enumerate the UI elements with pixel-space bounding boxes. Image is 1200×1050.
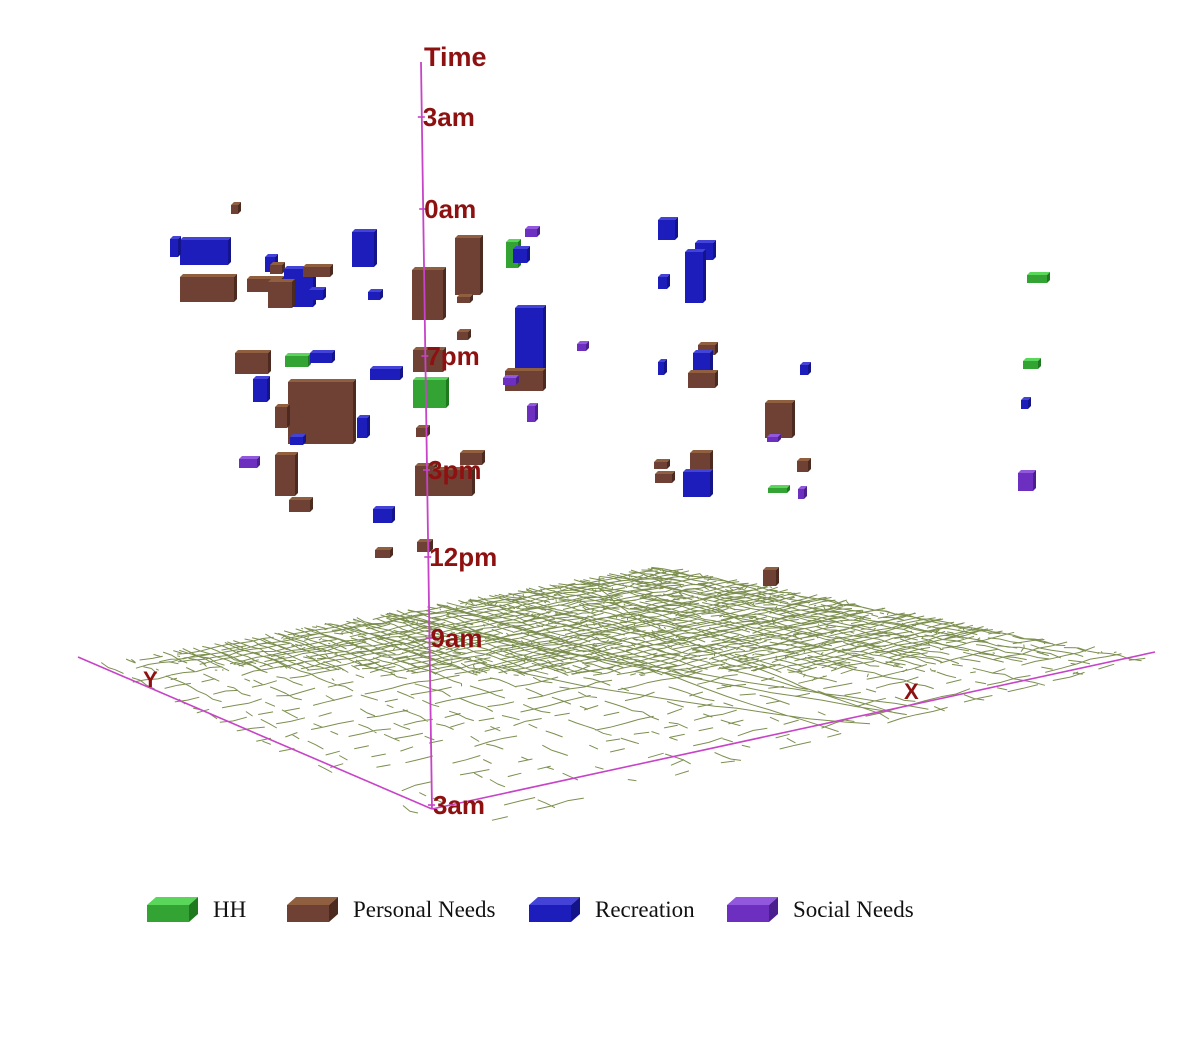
time-axis-line — [420, 61, 433, 810]
activity-block-Recreation — [513, 246, 530, 263]
activity-block-PersonalNeeds — [763, 567, 779, 586]
x-axis-label: X — [904, 679, 919, 704]
legend-label-hh: HH — [213, 897, 247, 922]
activity-block-PersonalNeeds — [797, 458, 811, 472]
activity-block-PersonalNeeds — [270, 262, 285, 274]
activity-block-Recreation — [290, 434, 306, 445]
activity-block-PersonalNeeds — [654, 459, 670, 469]
activity-block-PersonalNeeds — [457, 329, 471, 340]
activity-block-PersonalNeeds — [765, 400, 795, 438]
activity-block-PersonalNeeds — [288, 379, 356, 444]
activity-block-Recreation — [357, 415, 370, 438]
axis-labels: Time 3am 0am 7pm 3pm 12pm 9am 3am X Y — [143, 42, 919, 820]
x-axis-line — [431, 651, 1156, 810]
activity-block-SocialNeeds — [798, 486, 807, 499]
activity-block-PersonalNeeds — [455, 235, 483, 295]
activity-block-Recreation — [658, 359, 667, 375]
activity-block-Recreation — [685, 249, 706, 303]
axes — [77, 61, 1156, 810]
activity-block-Recreation — [370, 366, 403, 380]
activity-block-Recreation — [180, 237, 231, 265]
activity-block-PersonalNeeds — [413, 347, 446, 372]
activity-block-SocialNeeds — [239, 456, 260, 468]
activity-block-PersonalNeeds — [375, 547, 393, 558]
activity-block-PersonalNeeds — [457, 294, 473, 303]
legend-label-personal-needs: Personal Needs — [353, 897, 496, 922]
activity-block-Recreation — [658, 217, 678, 240]
activity-block-PersonalNeeds — [432, 467, 475, 496]
activity-block-PersonalNeeds — [688, 370, 718, 388]
activity-block-PersonalNeeds — [231, 202, 241, 214]
activity-block-PersonalNeeds — [275, 404, 290, 428]
activity-block-Recreation — [310, 350, 335, 363]
legend-item-recreation: Recreation — [528, 894, 695, 926]
activity-block-Recreation — [800, 362, 811, 375]
legend-label-recreation: Recreation — [595, 897, 695, 922]
activity-block-HH — [1023, 358, 1041, 369]
legend-color-box-personal-needs — [287, 897, 338, 922]
time-tick-label: 0am — [424, 194, 476, 224]
legend-color-box-social-needs — [727, 897, 778, 922]
activity-block-HH — [1027, 272, 1050, 283]
time-tick-label: 12pm — [429, 542, 497, 572]
activity-block-Recreation — [309, 287, 326, 300]
activity-block-HH — [413, 377, 449, 408]
activity-block-PersonalNeeds — [655, 471, 675, 483]
activity-block-PersonalNeeds — [235, 350, 271, 374]
activity-blocks — [170, 202, 1050, 586]
time-tick-label: 9am — [430, 623, 482, 653]
activity-block-Recreation — [368, 289, 383, 300]
activity-block-PersonalNeeds — [275, 452, 298, 496]
activity-block-Recreation — [683, 469, 713, 497]
time-tick-label: 3pm — [428, 455, 481, 485]
activity-block-SocialNeeds — [525, 226, 540, 237]
time-tick-label: 3am — [433, 790, 485, 820]
street-network-map — [100, 566, 1146, 821]
activity-block-SocialNeeds — [577, 341, 589, 351]
time-axis-title: Time — [424, 42, 487, 72]
activity-block-SocialNeeds — [527, 403, 538, 422]
activity-block-PersonalNeeds — [303, 264, 333, 277]
activity-block-PersonalNeeds — [289, 497, 313, 512]
activity-block-Recreation — [658, 274, 670, 289]
activity-block-Recreation — [693, 350, 713, 375]
legend-color-box-recreation — [529, 897, 580, 922]
activity-block-SocialNeeds — [767, 434, 781, 442]
activity-block-PersonalNeeds — [416, 425, 430, 437]
time-tick-label: 7pm — [426, 341, 479, 371]
activity-block-PersonalNeeds — [417, 539, 433, 552]
activity-block-Recreation — [253, 376, 270, 402]
legend-color-box-hh — [147, 897, 198, 922]
legend-item-hh: HH — [146, 894, 246, 926]
activity-block-PersonalNeeds — [268, 279, 295, 308]
activity-block-PersonalNeeds — [412, 267, 446, 320]
activity-block-PersonalNeeds — [690, 450, 713, 472]
activity-block-PersonalNeeds — [460, 450, 485, 465]
activity-block-Recreation — [170, 236, 181, 257]
time-tick-label: 3am — [423, 102, 475, 132]
activity-block-SocialNeeds — [1018, 470, 1036, 491]
activity-block-Recreation — [515, 305, 546, 373]
activity-block-Recreation — [373, 506, 395, 523]
legend-item-personal-needs: Personal Needs — [286, 894, 495, 926]
legend-label-social-needs: Social Needs — [793, 897, 914, 922]
y-axis-label: Y — [143, 667, 158, 692]
activity-block-SocialNeeds — [503, 375, 519, 385]
y-axis-line — [77, 656, 433, 810]
legend-item-social-needs: Social Needs — [726, 894, 914, 926]
activity-block-Recreation — [352, 229, 377, 267]
activity-block-HH — [768, 485, 790, 493]
activity-block-Recreation — [1021, 397, 1031, 409]
activity-block-HH — [285, 353, 311, 367]
activity-block-PersonalNeeds — [180, 274, 237, 302]
